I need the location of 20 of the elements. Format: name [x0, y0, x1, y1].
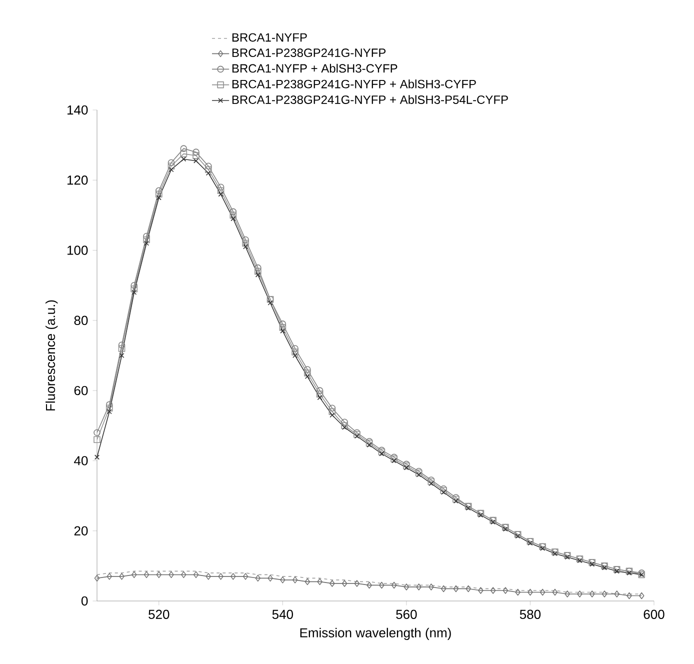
- x-tick-label: 520: [148, 610, 170, 619]
- x-tick-label: 600: [644, 610, 664, 619]
- y-axis-title: Fluorescence (a.u.): [46, 300, 58, 410]
- legend-label: BRCA1-NYFP + AblSH3-CYFP: [232, 64, 398, 73]
- y-tick-label: 60: [74, 386, 88, 396]
- y-tick-label: 0: [81, 596, 88, 606]
- y-tick-label: 120: [68, 176, 88, 185]
- legend-label: BRCA1-P238GP241G-NYFP: [232, 48, 386, 58]
- x-tick-label: 580: [520, 610, 541, 619]
- legend-label: BRCA1-P238GP241G-NYFP + AblSH3-CYFP: [232, 80, 476, 88]
- x-axis-title: Emission wavelength (nm): [300, 628, 451, 640]
- y-tick-label: 20: [74, 526, 88, 536]
- y-tick-label: 100: [68, 246, 88, 255]
- x-tick-label: 540: [272, 610, 294, 619]
- legend-label: BRCA1-NYFP: [232, 33, 307, 42]
- legend-label: BRCA1-P238GP241G-NYFP + AblSH3-P54L-CYFP: [232, 95, 508, 104]
- y-tick-label: 140: [68, 105, 88, 115]
- y-tick-label: 80: [74, 316, 88, 326]
- y-tick-label: 40: [74, 456, 88, 466]
- x-tick-label: 560: [396, 610, 417, 619]
